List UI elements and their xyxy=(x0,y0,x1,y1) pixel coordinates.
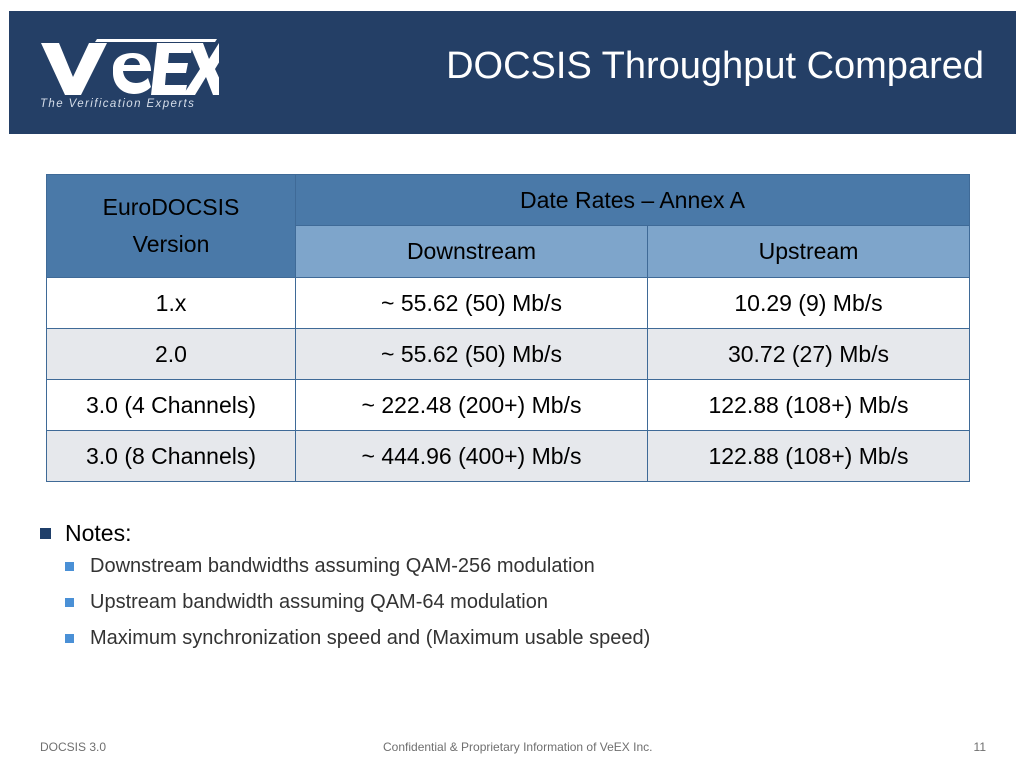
upstream-cell: 30.72 (27) Mb/s xyxy=(646,328,971,380)
downstream-cell: ~ 55.62 (50) Mb/s xyxy=(295,328,648,380)
note-item: Upstream bandwidth assuming QAM-64 modul… xyxy=(65,584,980,620)
footer-left: DOCSIS 3.0 xyxy=(40,740,107,754)
downstream-column-header: Downstream xyxy=(295,225,648,278)
page-number: 11 xyxy=(973,740,986,754)
version-cell: 2.0 xyxy=(46,328,296,380)
upstream-cell: 10.29 (9) Mb/s xyxy=(646,277,971,329)
data-rates-table: EuroDOCSIS Version Date Rates – Annex A … xyxy=(46,174,971,482)
downstream-cell: ~ 55.62 (50) Mb/s xyxy=(295,277,648,329)
logo-glyphs xyxy=(41,39,219,95)
notes-heading-row: Notes: xyxy=(40,518,980,548)
upstream-column-header: Upstream xyxy=(646,225,971,278)
square-bullet-icon xyxy=(40,527,51,539)
version-cell: 1.x xyxy=(46,277,296,329)
veex-logo xyxy=(39,39,219,125)
header-band: The Verification Experts DOCSIS Throughp… xyxy=(9,11,1016,134)
logo-tagline: The Verification Experts xyxy=(40,98,196,110)
note-item: Maximum synchronization speed and (Maxim… xyxy=(65,620,980,656)
upstream-cell: 122.88 (108+) Mb/s xyxy=(646,379,971,431)
downstream-cell: ~ 222.48 (200+) Mb/s xyxy=(295,379,648,431)
note-item: Downstream bandwidths assuming QAM-256 m… xyxy=(65,548,980,584)
version-header-line1: EuroDOCSIS xyxy=(102,194,240,220)
table-row: 3.0 (8 Channels) ~ 444.96 (400+) Mb/s 12… xyxy=(46,430,971,482)
data-rates-group-header: Date Rates – Annex A xyxy=(294,174,971,226)
footer-confidential: Confidential & Proprietary Information o… xyxy=(383,740,653,754)
square-bullet-icon xyxy=(65,561,74,571)
slide-title: DOCSIS Throughput Compared xyxy=(446,45,984,87)
table-row: 1.x ~ 55.62 (50) Mb/s 10.29 (9) Mb/s xyxy=(46,277,971,329)
notes-heading: Notes: xyxy=(65,519,132,546)
version-column-header: EuroDOCSIS Version xyxy=(46,174,296,278)
note-text: Upstream bandwidth assuming QAM-64 modul… xyxy=(90,590,548,613)
square-bullet-icon xyxy=(65,633,74,643)
table-row: 2.0 ~ 55.62 (50) Mb/s 30.72 (27) Mb/s xyxy=(46,328,971,380)
upstream-cell: 122.88 (108+) Mb/s xyxy=(646,430,971,482)
notes-section: Notes: Downstream bandwidths assuming QA… xyxy=(40,518,980,656)
version-header-line2: Version xyxy=(132,231,210,257)
version-cell: 3.0 (4 Channels) xyxy=(46,379,296,431)
note-text: Maximum synchronization speed and (Maxim… xyxy=(90,626,651,649)
version-cell: 3.0 (8 Channels) xyxy=(46,430,296,482)
table-row: 3.0 (4 Channels) ~ 222.48 (200+) Mb/s 12… xyxy=(46,379,971,431)
downstream-cell: ~ 444.96 (400+) Mb/s xyxy=(295,430,648,482)
square-bullet-icon xyxy=(65,597,74,607)
note-text: Downstream bandwidths assuming QAM-256 m… xyxy=(90,554,595,577)
